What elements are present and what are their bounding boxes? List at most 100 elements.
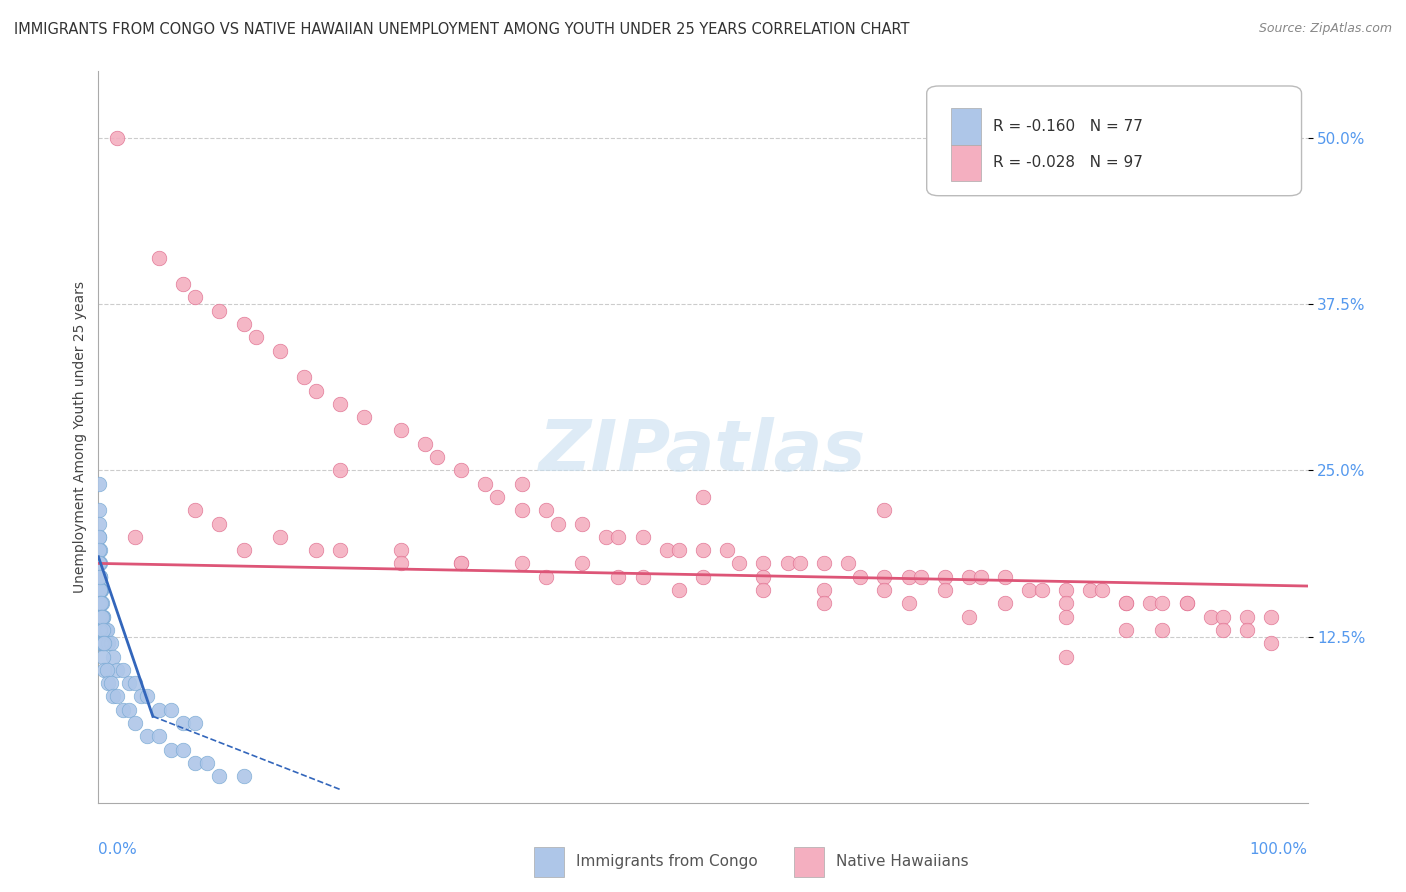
Point [232, 769, 254, 783]
Point [87, 530, 110, 544]
Point [631, 530, 654, 544]
Point [91, 596, 114, 610]
Point [89, 582, 111, 597]
Point [91, 609, 114, 624]
Point [105, 690, 128, 704]
Point [91, 609, 114, 624]
Point [571, 516, 593, 531]
Point [100, 676, 122, 690]
Text: ZIPatlas: ZIPatlas [540, 417, 866, 486]
Point [1091, 582, 1114, 597]
FancyBboxPatch shape [534, 847, 564, 878]
Point [329, 397, 352, 411]
Point [90, 582, 112, 597]
Point [90, 609, 112, 624]
Point [1018, 582, 1040, 597]
Point [1175, 596, 1198, 610]
Point [329, 543, 352, 558]
Point [1175, 596, 1198, 610]
Point [1236, 609, 1258, 624]
Point [873, 503, 896, 517]
Point [534, 503, 557, 517]
Point [96, 663, 118, 677]
Point [1199, 609, 1222, 624]
Point [101, 649, 124, 664]
Point [90, 596, 112, 610]
Point [595, 530, 617, 544]
Point [160, 742, 183, 756]
Point [1115, 596, 1137, 610]
Point [873, 570, 896, 584]
Point [148, 729, 170, 743]
Point [571, 557, 593, 571]
Point [105, 663, 128, 677]
Text: Native Hawaiians: Native Hawaiians [837, 854, 969, 869]
Point [486, 490, 509, 504]
Point [208, 303, 231, 318]
Point [1115, 623, 1137, 637]
FancyBboxPatch shape [950, 145, 981, 181]
Y-axis label: Unemployment Among Youth under 25 years: Unemployment Among Youth under 25 years [73, 281, 87, 593]
Point [752, 557, 775, 571]
Point [97, 636, 120, 650]
Point [728, 557, 751, 571]
FancyBboxPatch shape [950, 108, 981, 145]
Point [87, 476, 110, 491]
Text: R = -0.160   N = 77: R = -0.160 N = 77 [993, 119, 1143, 134]
Point [124, 676, 146, 690]
Point [450, 463, 472, 477]
Point [184, 756, 207, 770]
Point [668, 582, 690, 597]
Point [96, 623, 118, 637]
Point [195, 756, 218, 770]
Point [510, 503, 533, 517]
Point [837, 557, 859, 571]
Point [1212, 623, 1234, 637]
Point [1054, 582, 1077, 597]
Point [87, 570, 110, 584]
Point [292, 370, 315, 384]
Point [87, 609, 110, 624]
Point [93, 636, 115, 650]
Point [607, 570, 630, 584]
Point [93, 663, 115, 677]
Point [129, 690, 152, 704]
Point [389, 543, 412, 558]
Point [849, 570, 872, 584]
Point [89, 543, 111, 558]
Point [547, 516, 569, 531]
Point [1054, 609, 1077, 624]
Point [897, 570, 920, 584]
Point [873, 582, 896, 597]
Point [135, 690, 157, 704]
Text: Immigrants from Congo: Immigrants from Congo [576, 854, 758, 869]
Point [184, 290, 207, 304]
Point [111, 663, 134, 677]
Point [607, 530, 630, 544]
Point [97, 676, 120, 690]
Point [90, 582, 112, 597]
Point [1115, 596, 1137, 610]
Point [413, 436, 436, 450]
Point [1260, 636, 1282, 650]
Point [1078, 582, 1101, 597]
FancyBboxPatch shape [927, 86, 1302, 195]
Point [934, 570, 956, 584]
Point [89, 582, 111, 597]
Point [245, 330, 267, 344]
Point [970, 570, 993, 584]
Point [89, 596, 111, 610]
Point [631, 570, 654, 584]
Point [813, 582, 835, 597]
Point [1031, 582, 1053, 597]
Point [752, 570, 775, 584]
Point [910, 570, 932, 584]
Point [89, 570, 111, 584]
Point [1152, 623, 1174, 637]
Point [232, 543, 254, 558]
Point [184, 716, 207, 731]
Point [90, 636, 112, 650]
Point [716, 543, 738, 558]
Point [692, 570, 714, 584]
Point [91, 649, 114, 664]
